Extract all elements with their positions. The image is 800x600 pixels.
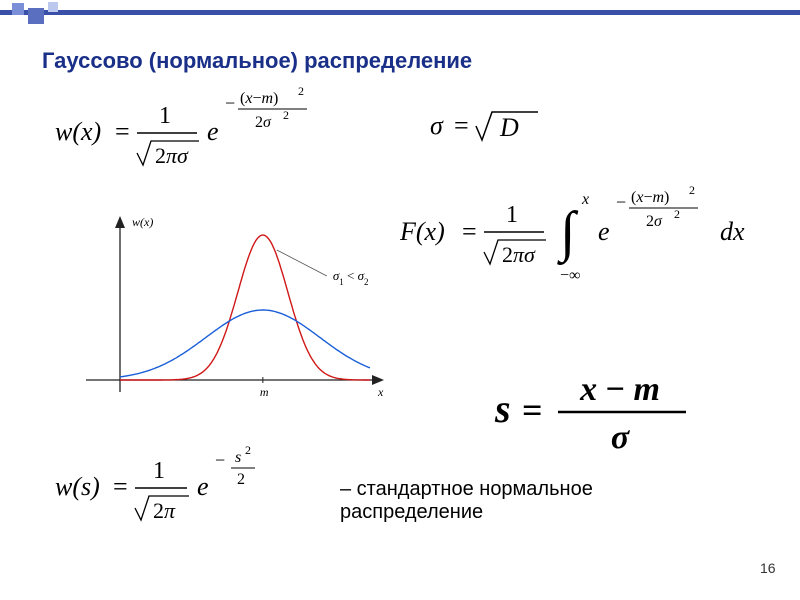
- svg-text:−∞: −∞: [560, 267, 580, 284]
- svg-text:(x−m): (x−m): [240, 90, 278, 107]
- annotation-line1: – стандартное нормальное: [340, 478, 593, 501]
- svg-text:2: 2: [245, 443, 251, 457]
- svg-text:1: 1: [153, 458, 165, 484]
- svg-text:=: =: [454, 111, 469, 140]
- svg-text:2σ: 2σ: [646, 213, 663, 230]
- svg-text:dx: dx: [720, 217, 745, 246]
- svg-text:w(x): w(x): [55, 117, 101, 146]
- svg-text:=: =: [113, 472, 128, 501]
- page-title: Гауссово (нормальное) распределение: [42, 48, 472, 74]
- annotation-standard-normal: – стандартное нормальное распределение: [340, 478, 593, 524]
- formula-standardization-s: s = x − m σ: [490, 360, 710, 475]
- svg-text:2σ: 2σ: [255, 114, 272, 131]
- formula-cdf-fx: F(x) = 1 2πσ ∫ x −∞ e − (x−m) 2 2σ 2 dx: [400, 180, 800, 295]
- svg-text:2: 2: [237, 471, 245, 488]
- svg-text:2πσ: 2πσ: [155, 143, 189, 168]
- svg-text:=: =: [115, 117, 130, 146]
- page-number: 16: [760, 560, 776, 576]
- svg-text:2: 2: [689, 183, 695, 197]
- svg-text:x − m: x − m: [579, 371, 660, 408]
- svg-text:s: s: [235, 449, 241, 466]
- annotation-line2: распределение: [340, 501, 593, 524]
- svg-text:=: =: [522, 390, 543, 430]
- svg-text:−: −: [215, 450, 225, 470]
- svg-text:w(s): w(s): [55, 472, 100, 501]
- formula-sigma-sqrt-d: σ = D: [430, 100, 590, 155]
- svg-text:2: 2: [283, 108, 289, 122]
- svg-text:2π: 2π: [153, 498, 176, 523]
- svg-text:1: 1: [506, 202, 518, 228]
- svg-text:w(x): w(x): [132, 215, 153, 229]
- svg-text:−: −: [225, 93, 235, 113]
- formula-standard-normal-ws: w(s) = 1 2π e − s 2 2: [55, 440, 325, 545]
- svg-text:=: =: [462, 217, 477, 246]
- svg-text:x: x: [377, 385, 384, 399]
- svg-text:∫: ∫: [557, 201, 579, 266]
- svg-text:2πσ: 2πσ: [502, 242, 536, 267]
- svg-text:m: m: [260, 385, 269, 399]
- top-decoration-bar: [0, 0, 800, 30]
- svg-text:e: e: [207, 117, 219, 146]
- svg-text:(x−m): (x−m): [631, 189, 669, 206]
- svg-text:σ: σ: [611, 419, 631, 456]
- svg-text:−: −: [616, 192, 626, 212]
- svg-text:1: 1: [159, 103, 171, 129]
- formula-pdf-wx: w(x) = 1 2πσ e − (x−m) 2 2σ 2: [55, 85, 375, 190]
- gaussian-curves-chart: w(x) x m σ1 < σ2: [80, 210, 390, 420]
- svg-text:e: e: [197, 472, 209, 501]
- svg-text:σ1 < σ2: σ1 < σ2: [333, 268, 369, 287]
- svg-text:2: 2: [298, 85, 304, 98]
- svg-text:D: D: [499, 113, 519, 142]
- svg-text:s: s: [494, 386, 511, 431]
- svg-text:F(x): F(x): [400, 217, 445, 246]
- svg-text:2: 2: [674, 207, 680, 221]
- svg-text:x: x: [581, 191, 589, 208]
- svg-text:e: e: [598, 217, 610, 246]
- svg-text:σ: σ: [430, 111, 444, 140]
